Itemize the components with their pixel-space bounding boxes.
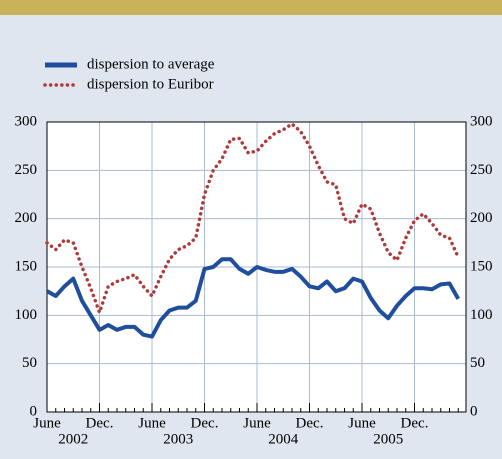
y-tick-label: 150 xyxy=(15,258,38,274)
year-label: 2004 xyxy=(268,431,299,447)
x-tick-label: Dec. xyxy=(401,415,429,431)
top-band xyxy=(0,0,502,15)
y-tick-label: 300 xyxy=(15,113,38,129)
year-label: 2005 xyxy=(373,431,403,447)
x-tick-label: June xyxy=(243,415,271,431)
year-label: 2003 xyxy=(163,431,193,447)
y2-tick-label: 250 xyxy=(470,162,493,178)
x-tick-label: Dec. xyxy=(296,415,324,431)
y2-tick-label: 150 xyxy=(470,258,493,274)
x-tick-label: June xyxy=(33,415,61,431)
series-line xyxy=(46,257,460,339)
y2-tick-label: 300 xyxy=(470,113,493,129)
x-tick-label: June xyxy=(138,415,166,431)
legend-label: dispersion to Euribor xyxy=(87,76,214,92)
x-tick-label: Dec. xyxy=(191,415,219,431)
y2-tick-label: 100 xyxy=(470,307,493,323)
y-tick-label: 100 xyxy=(15,307,38,323)
y-tick-label: 50 xyxy=(22,355,37,371)
plot-frame xyxy=(46,121,467,413)
legend-label: dispersion to average xyxy=(87,56,215,72)
x-tick-label: Dec. xyxy=(86,415,114,431)
series-line xyxy=(45,121,460,318)
y-tick-label: 250 xyxy=(15,162,38,178)
year-label: 2002 xyxy=(58,431,88,447)
y-tick-label: 200 xyxy=(15,210,38,226)
y2-tick-label: 0 xyxy=(470,403,478,419)
x-tick-label: June xyxy=(348,415,376,431)
y2-tick-label: 50 xyxy=(470,355,485,371)
y2-tick-label: 200 xyxy=(470,210,493,226)
y-tick-label: 0 xyxy=(30,403,38,419)
